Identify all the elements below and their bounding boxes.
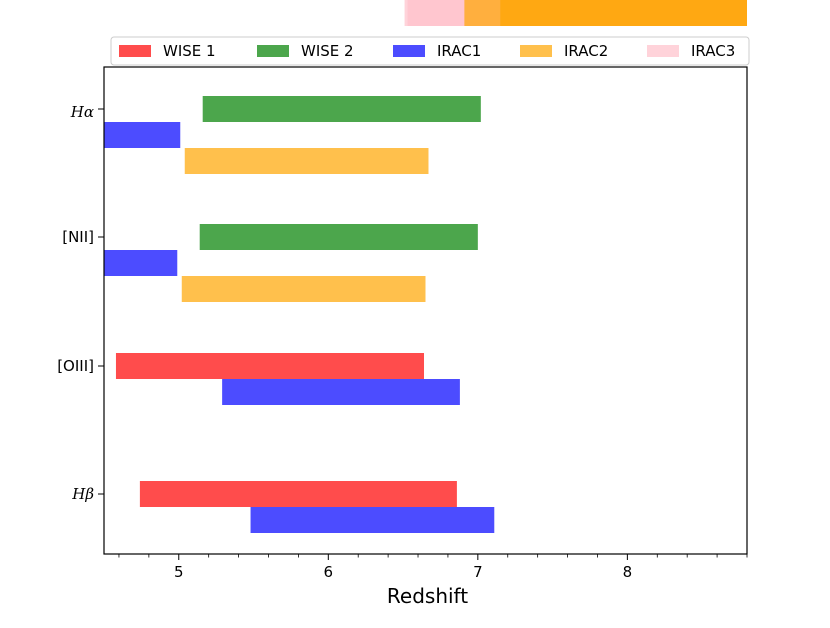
bar-oiii-irac1 — [222, 379, 460, 405]
x-tick-label: 5 — [174, 563, 184, 581]
bar-h-irac1 — [104, 122, 181, 148]
legend-swatch-wise-1 — [119, 45, 151, 57]
x-tick-label: 7 — [473, 563, 483, 581]
y-tick-label-h: Hα — [70, 103, 94, 121]
legend-swatch-irac2 — [520, 45, 552, 57]
y-tick-label-nii: [NII] — [62, 228, 94, 246]
bar-h-irac2 — [184, 148, 429, 174]
legend-label-irac3: IRAC3 — [691, 42, 735, 60]
legend-label-irac1: IRAC1 — [437, 42, 481, 60]
bar-h-wise-1 — [139, 481, 457, 507]
bar-h-irac2 — [500, 0, 747, 26]
axes-layer: 5 6 7 8 Redshift Hα [NII] [OIII] Hβ — [57, 66, 748, 608]
legend-label-wise-2: WISE 2 — [301, 42, 354, 60]
legend-label-irac2: IRAC2 — [564, 42, 608, 60]
y-tick-label-oiii: [OIII] — [57, 357, 94, 375]
x-tick-label: 8 — [623, 563, 633, 581]
y-tick-label-h: Hβ — [71, 485, 94, 503]
legend-label-wise-1: WISE 1 — [163, 42, 216, 60]
bars-layer — [104, 0, 747, 533]
legend-box — [110, 36, 750, 66]
bar-oiii-wise-1 — [115, 353, 425, 379]
bar-h-irac1 — [250, 507, 495, 533]
legend-swatch-irac3 — [647, 45, 679, 57]
legend-swatch-irac1 — [393, 45, 425, 57]
bar-nii-irac2 — [181, 276, 426, 302]
legend-swatch-wise-2 — [257, 45, 289, 57]
legend-layer: WISE 1 WISE 2 IRAC1 IRAC2 IRAC3 — [110, 36, 750, 66]
bar-nii-wise-2 — [199, 224, 478, 250]
x-tick-label: 6 — [324, 563, 334, 581]
bar-h-wise-2 — [202, 96, 481, 122]
bar-nii-irac1 — [104, 250, 178, 276]
x-axis-title: Redshift — [387, 584, 468, 608]
plot-frame — [103, 66, 748, 555]
